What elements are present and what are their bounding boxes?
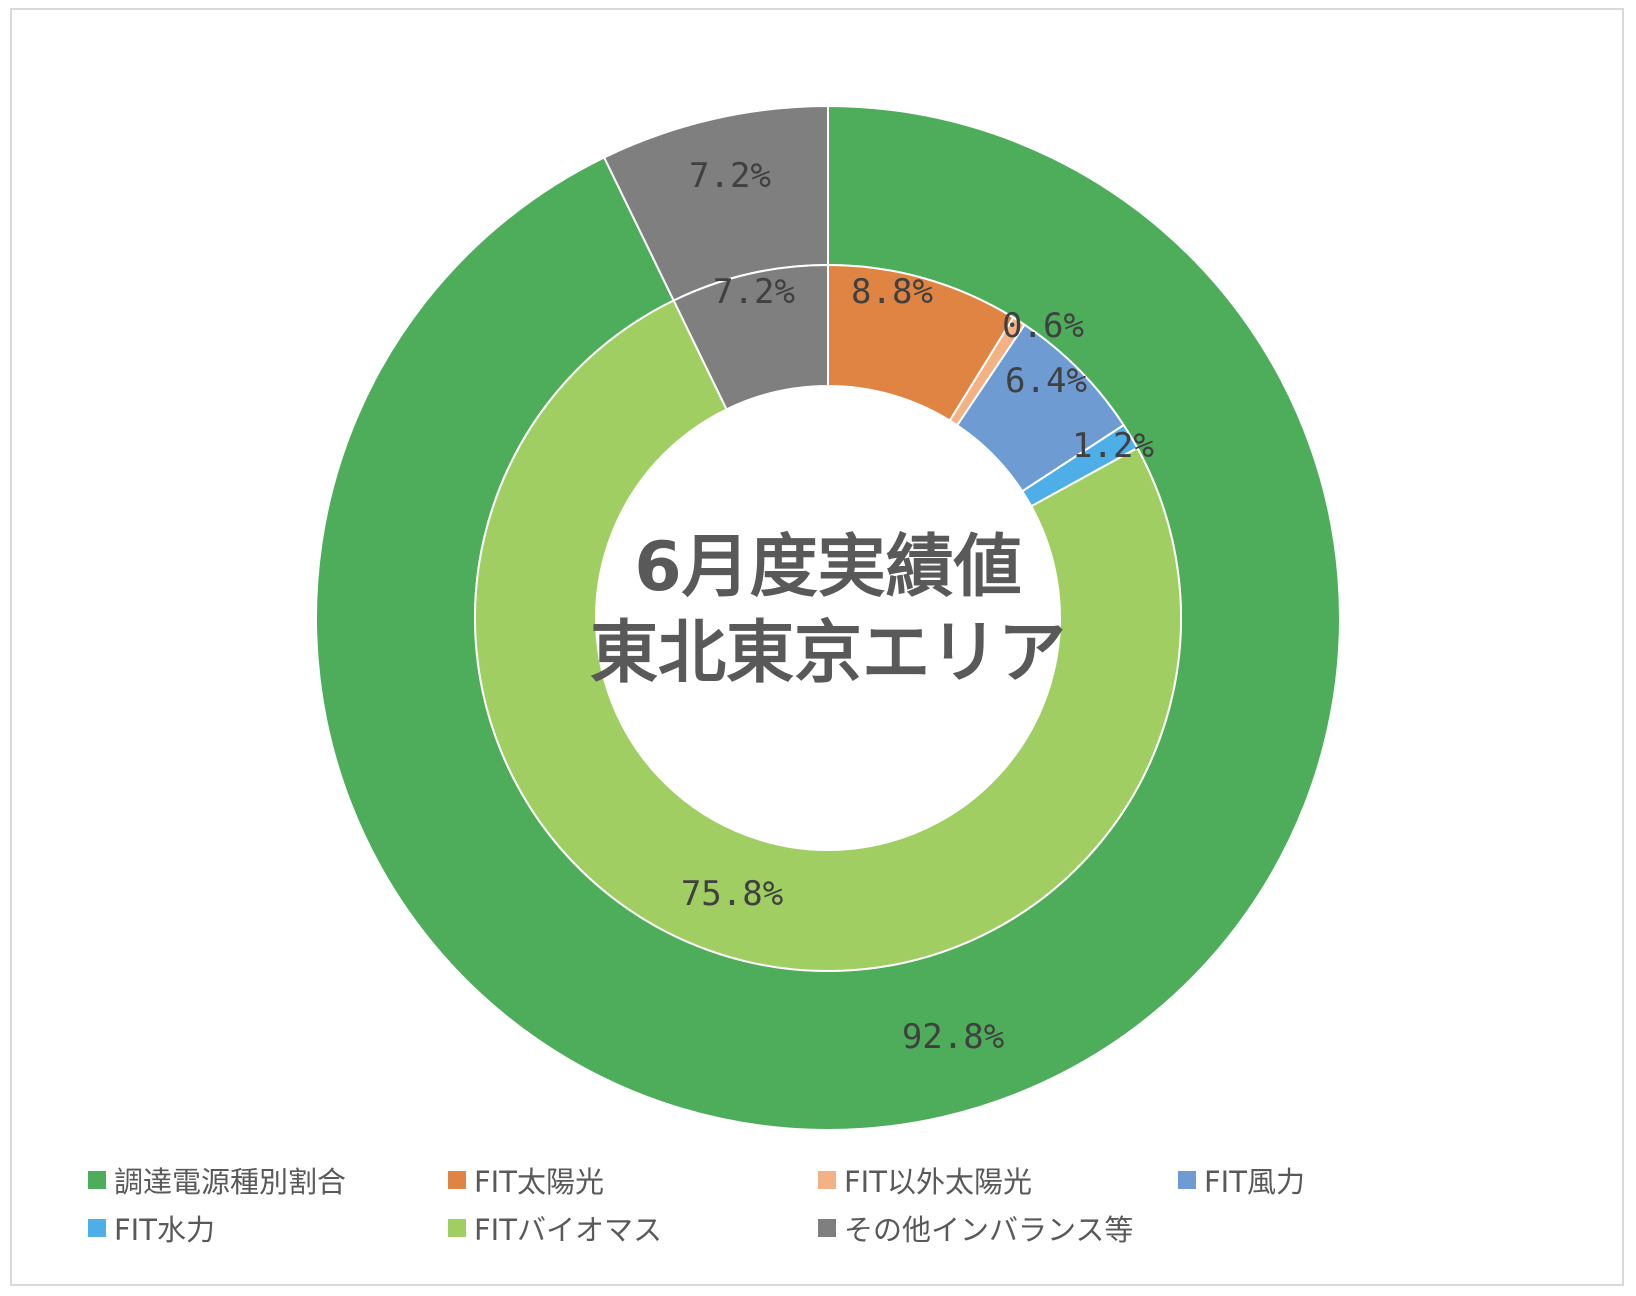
legend-item: FITバイオマス — [448, 1208, 662, 1248]
center-title-line-2: 東北東京エリア — [590, 614, 1066, 693]
legend-swatch — [448, 1171, 466, 1189]
inner-ring — [474, 263, 1182, 972]
legend-label: 調達電源種別割合 — [114, 1165, 347, 1199]
legend-label: FIT水力 — [114, 1213, 215, 1247]
legend-label: その他インバランス等 — [844, 1213, 1134, 1247]
legend: 調達電源種別割合 FIT太陽光 FIT以外太陽光 FIT風力 FIT水力 FITバイオマス… — [88, 1160, 1628, 1270]
legend-swatch — [1178, 1171, 1196, 1189]
legend-swatch — [818, 1171, 836, 1189]
legend-label: FITバイオマス — [474, 1213, 662, 1247]
legend-swatch — [88, 1219, 106, 1237]
legend-label: FIT太陽光 — [474, 1165, 604, 1199]
outer-ring — [315, 104, 1341, 1131]
legend-item: FIT水力 — [88, 1208, 215, 1248]
donut-hole — [596, 386, 1060, 850]
legend-swatch — [448, 1219, 466, 1237]
legend-item: その他インバランス等 — [818, 1208, 1133, 1248]
legend-label: FIT以外太陽光 — [844, 1165, 1032, 1199]
legend-label: FIT風力 — [1204, 1165, 1305, 1199]
legend-item: FIT風力 — [1178, 1160, 1305, 1200]
inner-slice-label-2: 6.4% — [1005, 361, 1087, 401]
data-labels: 92.8% 7.2% 8.8% 0.6% 6.4% 1.2% 75.8% 7.2% — [681, 156, 1154, 1057]
inner-slice-label-3: 1.2% — [1072, 426, 1154, 466]
legend-swatch — [88, 1171, 106, 1189]
inner-slice-label-5: 7.2% — [713, 272, 795, 312]
outer-slice-label-1: 7.2% — [689, 156, 771, 196]
legend-swatch — [818, 1219, 836, 1237]
legend-item: FIT太陽光 — [448, 1160, 604, 1200]
center-title-line-1: 6月度実績値 — [634, 528, 1021, 607]
inner-slice-label-0: 8.8% — [851, 272, 933, 312]
legend-item: 調達電源種別割合 — [88, 1160, 346, 1200]
inner-slice-label-1: 0.6% — [1002, 306, 1084, 346]
legend-item: FIT以外太陽光 — [818, 1160, 1032, 1200]
inner-slice-label-4: 75.8% — [681, 874, 783, 914]
donut-chart: 92.8% 7.2% 8.8% 0.6% 6.4% 1.2% 75.8% 7.2% 6月度実績… — [315, 104, 1341, 1131]
outer-slice-label-0: 92.8% — [902, 1017, 1004, 1057]
